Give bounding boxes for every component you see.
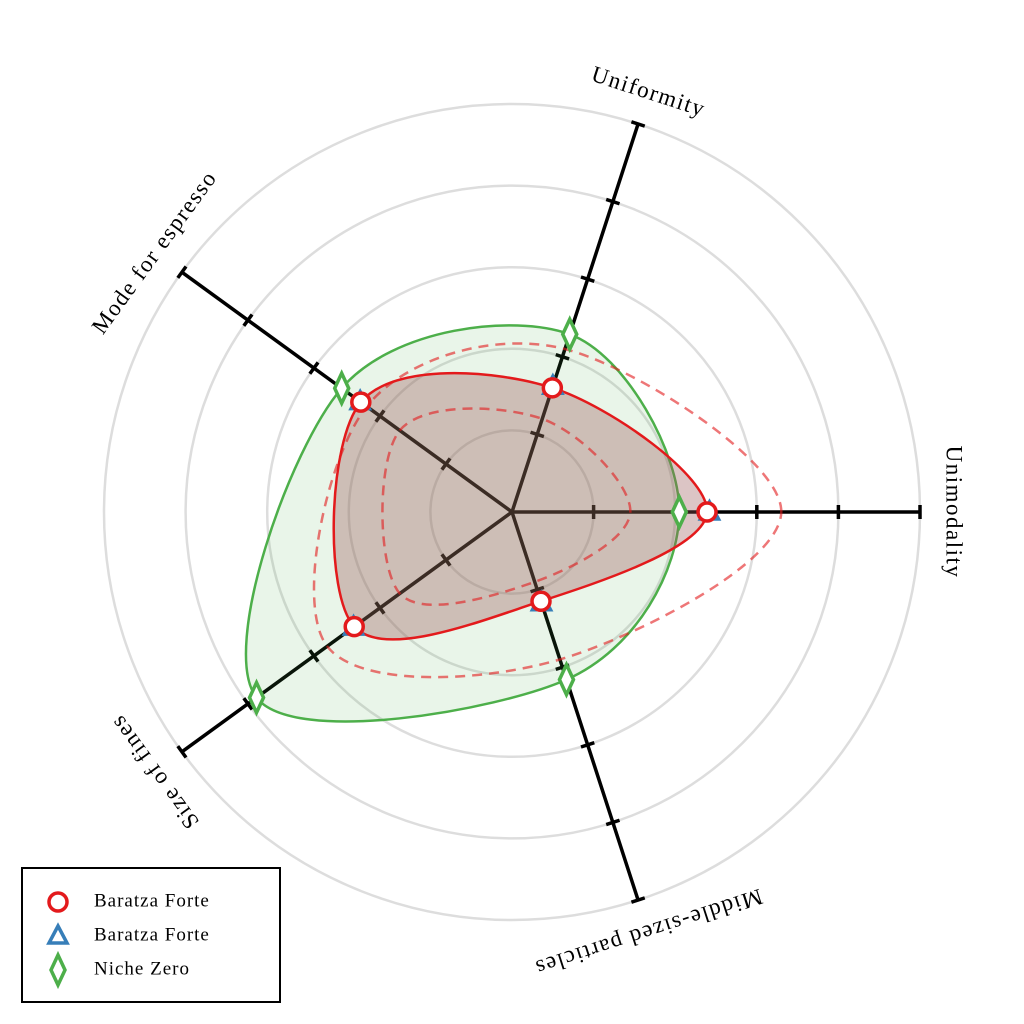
axis-line [510,511,640,901]
axis-label: Uniformity [588,61,708,121]
tick-mark [374,601,386,615]
tick-mark [630,120,646,128]
tick-mark [440,553,452,567]
axis-label: Size of fines [105,710,204,833]
tick-mark [176,265,188,279]
marker [670,492,689,532]
marker [696,501,718,523]
band-line [381,407,632,606]
tick-mark [630,896,646,904]
tick-mark [242,697,254,711]
axis-label: Unimodality [942,446,967,579]
tick-mark [374,409,386,423]
marker [530,590,552,612]
marker [350,391,372,413]
marker [46,922,70,945]
axis-label: Mode for espresso [87,166,222,339]
marker [560,315,579,354]
tick-mark [308,649,320,663]
series-area [332,371,709,641]
legend-label: Niche Zero [94,958,190,979]
tick-mark [555,352,570,361]
tick-mark [580,740,595,749]
tick-mark [530,430,545,439]
marker [49,950,67,990]
tick-mark [580,275,595,284]
tick-mark [242,313,254,327]
marker [247,678,266,717]
axis-line [510,123,640,513]
tick-mark [176,745,188,759]
tick-mark [605,818,621,827]
tick-mark [605,197,621,206]
tick-mark [530,585,545,594]
tick-mark [440,457,452,471]
axis-label: Middle-sized particles [532,884,766,981]
marker [541,377,564,399]
marker [332,369,351,408]
band-line [312,342,783,679]
tick-mark [308,361,320,375]
marker [557,660,576,699]
marker [47,891,69,913]
legend-label: Baratza Forte [94,924,210,945]
legend-box [21,867,281,1003]
marker [343,615,365,638]
legend-label: Baratza Forte [94,890,210,911]
